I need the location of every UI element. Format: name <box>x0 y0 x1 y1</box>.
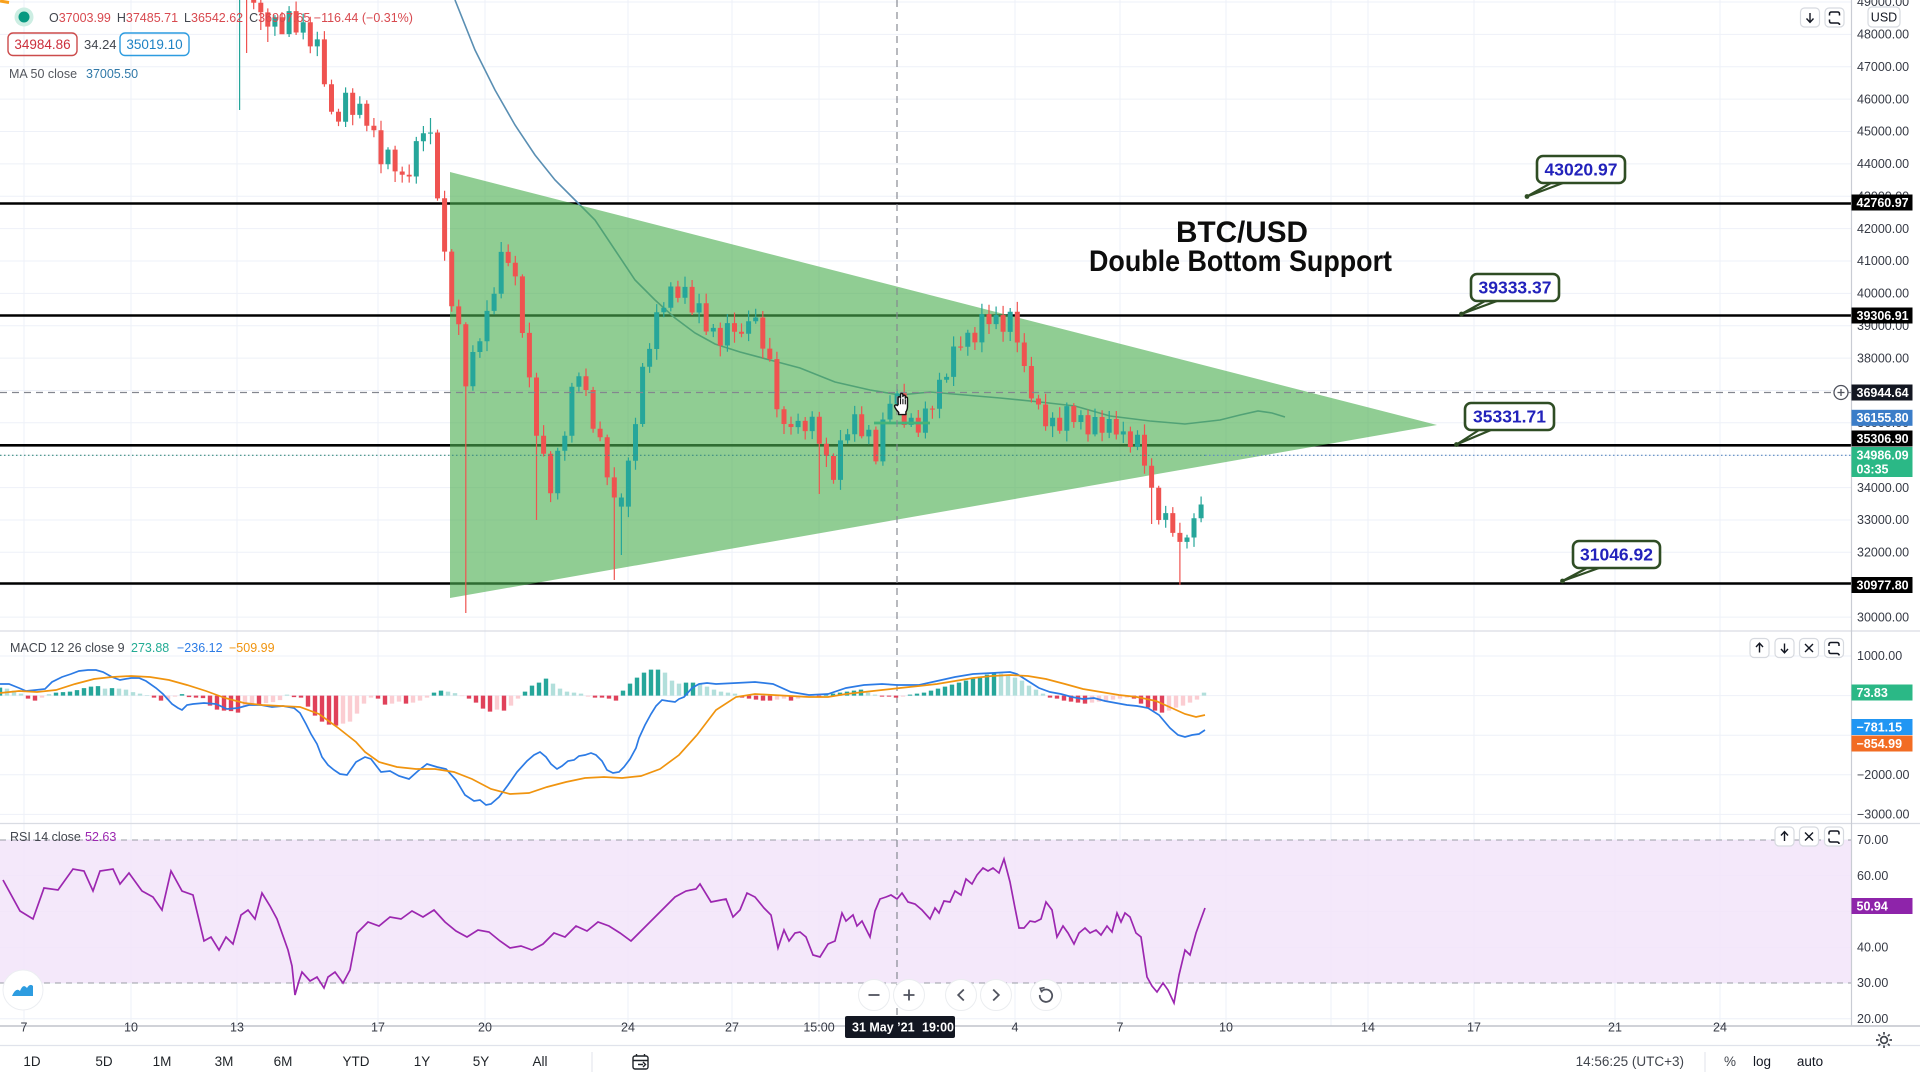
svg-text:36944.64: 36944.64 <box>1857 386 1909 400</box>
svg-text:1D: 1D <box>23 1054 41 1069</box>
svg-text:17: 17 <box>1467 1021 1481 1035</box>
svg-text:19:00: 19:00 <box>922 1021 954 1035</box>
svg-text:03:35: 03:35 <box>1857 463 1889 477</box>
svg-text:42000.00: 42000.00 <box>1857 222 1909 236</box>
svg-text:52.63: 52.63 <box>85 830 116 844</box>
svg-text:MACD 12 26 close 9: MACD 12 26 close 9 <box>10 641 125 655</box>
svg-text:41000.00: 41000.00 <box>1857 254 1909 268</box>
svg-text:44000.00: 44000.00 <box>1857 157 1909 171</box>
svg-text:−509.99: −509.99 <box>229 641 275 655</box>
svg-text:35331.71: 35331.71 <box>1473 407 1546 427</box>
svg-text:39306.91: 39306.91 <box>1857 309 1909 323</box>
svg-text:24: 24 <box>621 1021 635 1035</box>
svg-text:7: 7 <box>1117 1021 1124 1035</box>
svg-text:13: 13 <box>230 1021 244 1035</box>
svg-text:RSI 14 close: RSI 14 close <box>10 830 81 844</box>
svg-text:All: All <box>532 1054 547 1069</box>
svg-text:%: % <box>1724 1054 1736 1069</box>
svg-text:−781.15: −781.15 <box>1857 720 1903 734</box>
svg-text:7: 7 <box>21 1021 28 1035</box>
svg-text:10: 10 <box>1219 1021 1233 1035</box>
svg-text:20.00: 20.00 <box>1857 1012 1888 1026</box>
svg-text:MA 50 close: MA 50 close <box>9 67 77 81</box>
svg-text:48000.00: 48000.00 <box>1857 28 1909 42</box>
svg-text:47000.00: 47000.00 <box>1857 60 1909 74</box>
svg-text:YTD: YTD <box>343 1054 370 1069</box>
svg-text:1Y: 1Y <box>414 1054 431 1069</box>
svg-text:34986.09: 34986.09 <box>1857 449 1909 463</box>
svg-text:30977.80: 30977.80 <box>1857 578 1909 592</box>
svg-text:60.00: 60.00 <box>1857 869 1888 883</box>
svg-text:35019.10: 35019.10 <box>126 37 182 52</box>
svg-text:50.94: 50.94 <box>1857 899 1888 913</box>
svg-text:6M: 6M <box>274 1054 293 1069</box>
svg-text:39333.37: 39333.37 <box>1479 278 1552 298</box>
svg-text:20: 20 <box>478 1021 492 1035</box>
svg-text:17: 17 <box>371 1021 385 1035</box>
svg-text:35306.90: 35306.90 <box>1857 432 1909 446</box>
svg-text:31046.92: 31046.92 <box>1580 545 1653 565</box>
svg-text:USD: USD <box>1871 11 1897 25</box>
svg-text:38000.00: 38000.00 <box>1857 351 1909 365</box>
svg-text:3M: 3M <box>215 1054 234 1069</box>
svg-text:40000.00: 40000.00 <box>1857 287 1909 301</box>
svg-text:10: 10 <box>124 1021 138 1035</box>
svg-text:73.83: 73.83 <box>1857 686 1888 700</box>
svg-text:70.00: 70.00 <box>1857 833 1888 847</box>
svg-text:49000.00: 49000.00 <box>1857 0 1909 9</box>
svg-text:40.00: 40.00 <box>1857 941 1888 955</box>
svg-text:34.24: 34.24 <box>84 37 117 52</box>
svg-text:24: 24 <box>1713 1021 1727 1035</box>
svg-text:37005.50: 37005.50 <box>86 67 138 81</box>
svg-text:log: log <box>1753 1054 1771 1069</box>
svg-text:34000.00: 34000.00 <box>1857 481 1909 495</box>
svg-text:45000.00: 45000.00 <box>1857 125 1909 139</box>
svg-text:1M: 1M <box>153 1054 172 1069</box>
svg-text:27: 27 <box>725 1021 739 1035</box>
svg-text:31 May ’21: 31 May ’21 <box>852 1021 915 1035</box>
svg-text:−854.99: −854.99 <box>1857 737 1903 751</box>
svg-text:1000.00: 1000.00 <box>1857 649 1902 663</box>
svg-text:273.88: 273.88 <box>131 641 169 655</box>
svg-text:33000.00: 33000.00 <box>1857 513 1909 527</box>
svg-text:BTC/USD: BTC/USD <box>1176 216 1308 249</box>
svg-text:auto: auto <box>1797 1054 1823 1069</box>
svg-text:36155.80: 36155.80 <box>1857 411 1909 425</box>
svg-text:14: 14 <box>1361 1021 1375 1035</box>
svg-text:15:00: 15:00 <box>803 1021 834 1035</box>
svg-text:46000.00: 46000.00 <box>1857 92 1909 106</box>
svg-text:30.00: 30.00 <box>1857 976 1888 990</box>
svg-text:34984.86: 34984.86 <box>14 37 70 52</box>
svg-text:5Y: 5Y <box>473 1054 490 1069</box>
svg-text:42760.97: 42760.97 <box>1857 196 1909 210</box>
svg-text:43020.97: 43020.97 <box>1545 160 1618 180</box>
svg-text:−3000.00: −3000.00 <box>1857 808 1910 822</box>
svg-text:30000.00: 30000.00 <box>1857 610 1909 624</box>
svg-text:5D: 5D <box>95 1054 113 1069</box>
svg-text:Double Bottom Support: Double Bottom Support <box>1089 245 1392 278</box>
svg-text:21: 21 <box>1608 1021 1622 1035</box>
svg-text:32000.00: 32000.00 <box>1857 546 1909 560</box>
svg-text:−236.12: −236.12 <box>177 641 223 655</box>
svg-text:14:56:25 (UTC+3): 14:56:25 (UTC+3) <box>1576 1054 1684 1069</box>
svg-text:−2000.00: −2000.00 <box>1857 768 1910 782</box>
svg-text:4: 4 <box>1012 1021 1019 1035</box>
